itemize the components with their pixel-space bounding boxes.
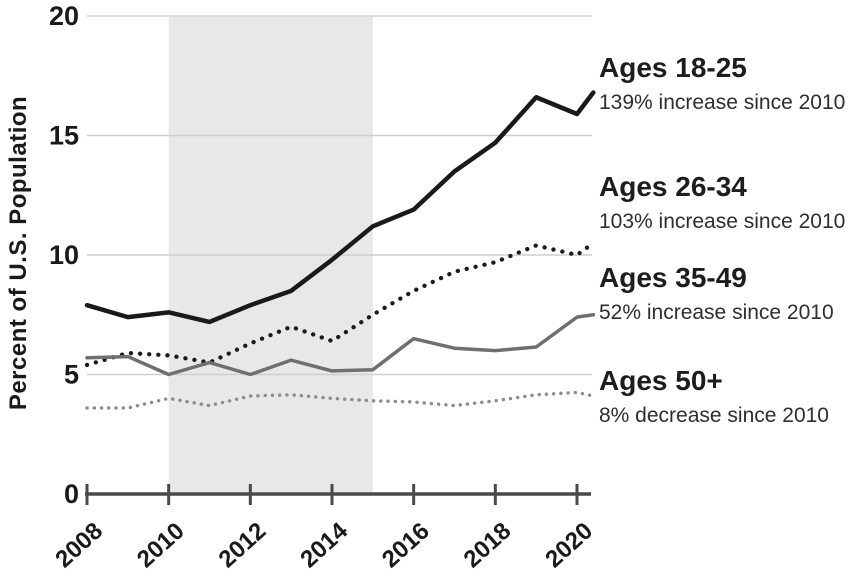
series-line-ages-35-49	[85, 313, 596, 377]
legend-entry-note: 103% increase since 2010	[599, 210, 846, 233]
legend-entry-note: 139% increase since 2010	[599, 91, 846, 114]
legend-entry-note: 52% increase since 2010	[599, 301, 834, 324]
legend-entry-ages-35-49: Ages 35-49 52% increase since 2010	[599, 262, 851, 325]
legend-entry-note: 8% decrease since 2010	[599, 404, 829, 427]
y-tick-label-15: 15	[49, 121, 79, 151]
series-line-ages-50-	[85, 390, 596, 410]
x-tick-label-2018: 2018	[459, 517, 517, 573]
legend-entry-title: Ages 50+	[599, 365, 723, 396]
series-line-ages-18-25	[84, 90, 596, 325]
legend-entry-title: Ages 18-25	[599, 52, 747, 83]
legend-entry-title: Ages 35-49	[599, 262, 747, 293]
legend-entry-ages-18-25: Ages 18-25 139% increase since 2010	[599, 52, 851, 115]
x-tick-label-2012: 2012	[214, 517, 272, 573]
legend-entry-title: Ages 26-34	[599, 171, 747, 202]
x-tick-label-2016: 2016	[377, 517, 435, 573]
x-tick-label-2008: 2008	[50, 517, 108, 573]
legend: Ages 18-25 139% increase since 2010 Ages…	[599, 0, 851, 576]
y-tick-label-20: 20	[49, 1, 79, 31]
y-tick-label-5: 5	[64, 360, 79, 390]
x-tick-label-2010: 2010	[132, 517, 190, 573]
x-tick-label-2014: 2014	[295, 517, 353, 573]
legend-entry-ages-50-plus: Ages 50+ 8% decrease since 2010	[599, 365, 851, 428]
series-line-ages-26-34	[84, 240, 596, 368]
y-tick-label-0: 0	[64, 479, 79, 509]
y-tick-label-10: 10	[49, 240, 79, 270]
legend-entry-ages-26-34: Ages 26-34 103% increase since 2010	[599, 171, 851, 234]
x-tick-label-2020: 2020	[540, 517, 598, 573]
